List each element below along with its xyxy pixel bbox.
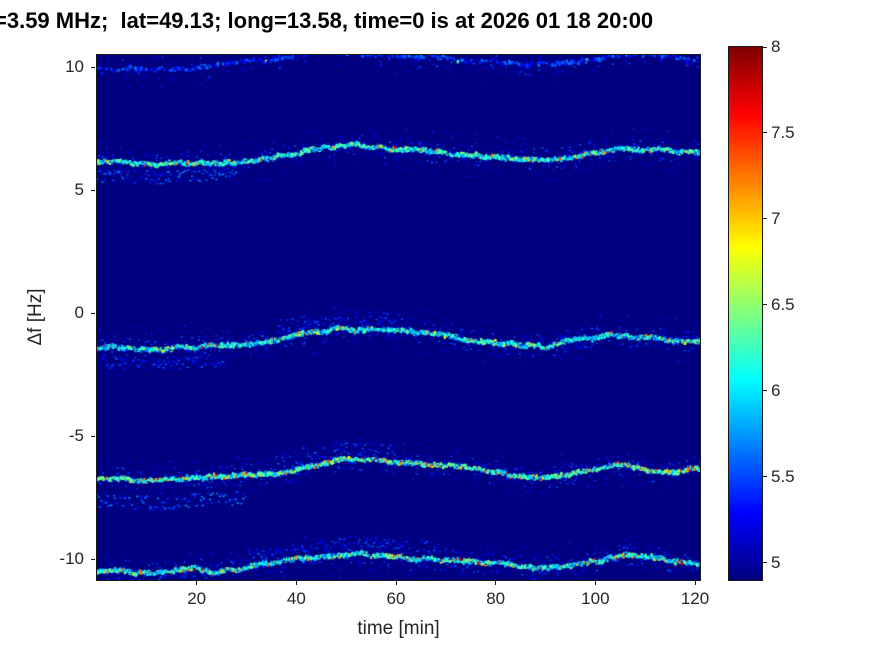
x-tick-mark [495, 581, 497, 585]
colorbar [728, 46, 763, 581]
colorbar-tick-mark [763, 390, 767, 392]
colorbar-tick-label: 5 [771, 552, 781, 572]
x-tick-label: 100 [581, 589, 610, 608]
y-tick-label: -5 [68, 426, 84, 446]
colorbar-tick-mark [763, 562, 767, 564]
y-tick-label: 10 [65, 57, 84, 77]
colorbar-tick-label: 7 [771, 208, 781, 228]
y-tick-label: -10 [59, 549, 84, 569]
y-tick-label: 5 [74, 180, 84, 200]
colorbar-tick-mark [763, 46, 767, 48]
y-tick-mark [91, 435, 95, 437]
colorbar-tick-mark [763, 304, 767, 306]
x-tick-label: 80 [486, 589, 506, 608]
chart-title: =3.59 MHz; lat=49.13; long=13.58, time=0… [0, 8, 654, 33]
y-tick-mark [91, 312, 95, 314]
colorbar-tick-mark [763, 218, 767, 220]
y-tick-mark [91, 66, 95, 68]
colorbar-tick-mark [763, 476, 767, 478]
x-tick-mark [594, 581, 596, 585]
x-tick-mark [295, 581, 297, 585]
x-tick-mark [196, 581, 198, 585]
colorbar-tick-label: 5.5 [771, 466, 795, 486]
y-tick-mark [91, 558, 95, 560]
colorbar-tick-label: 6.5 [771, 294, 795, 314]
y-tick-label: 0 [74, 303, 84, 323]
y-tick-mark [91, 189, 95, 191]
x-tick-label: 20 [187, 589, 207, 608]
x-tick-mark [694, 581, 696, 585]
x-axis-label: time [min] [357, 618, 440, 639]
colorbar-tick-label: 6 [771, 380, 781, 400]
x-tick-label: 40 [286, 589, 306, 608]
spectrogram-plot [96, 54, 701, 581]
colorbar-tick-label: 7.5 [771, 122, 795, 142]
colorbar-tick-mark [763, 132, 767, 134]
colorbar-tick-label: 8 [771, 37, 781, 56]
x-tick-mark [395, 581, 397, 585]
x-tick-label: 60 [386, 589, 406, 608]
x-tick-label: 120 [680, 589, 710, 608]
